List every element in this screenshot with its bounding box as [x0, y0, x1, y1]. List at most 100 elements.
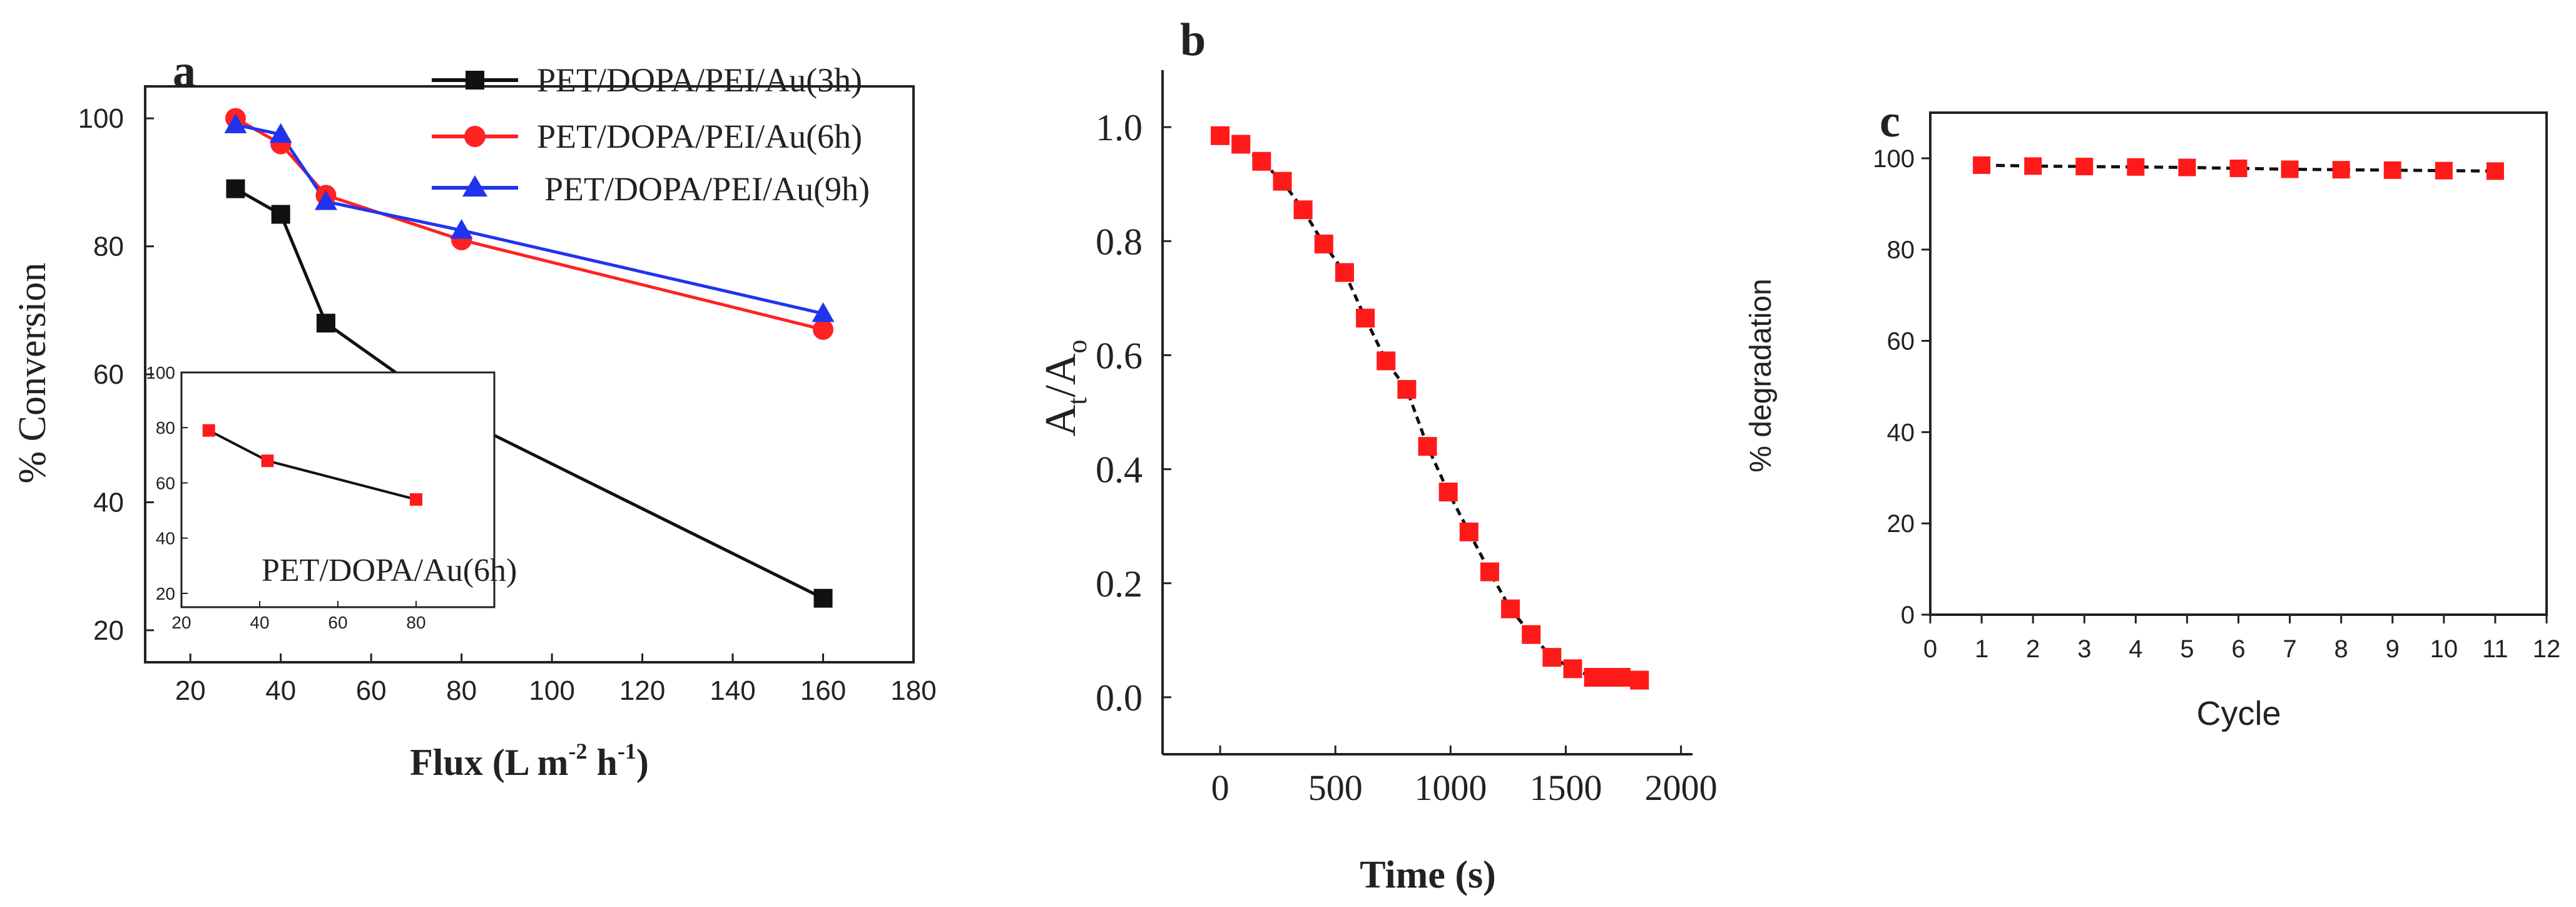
- panel-b-point-14: [1501, 599, 1520, 618]
- panel-c-x-tick-label: 8: [2334, 635, 2348, 663]
- panel-a-point-s2-2: [314, 190, 337, 210]
- panel-c-y-tick-label: 40: [1887, 419, 1915, 446]
- panel-c-point-5: [2229, 159, 2248, 177]
- inset-y-tick-label: 80: [156, 418, 175, 438]
- legend-label-9h: PET/DOPA/PEI/Au(9h): [544, 170, 870, 208]
- panel-a-point-s2-0: [224, 113, 247, 133]
- panel-c-x-tick-label: 12: [2533, 635, 2561, 663]
- inset-axes-frame: [180, 371, 496, 608]
- inset-y-tick-label: 20: [156, 584, 175, 603]
- panel-b-point-8: [1377, 351, 1396, 371]
- panel-c-x-tick-label: 6: [2231, 635, 2245, 663]
- panel-c-point-8: [2383, 161, 2401, 179]
- panel-a-x-label-mid: h: [588, 742, 618, 783]
- panel-b-y-ticks: 0.0 0.2 0.4 0.6 0.8 1.0: [1096, 107, 1171, 719]
- panel-b-y-label-sub-o: o: [1062, 340, 1092, 354]
- panel-a-y-tick-label: 60: [93, 359, 124, 390]
- panel-c-y-tick-label: 0: [1901, 602, 1915, 629]
- panel-a-x-label-sup1: -2: [569, 739, 588, 764]
- panel-c-x-ticks: 0 1 2 3 4 5 6 7 8 9 10 11 12: [1923, 615, 2560, 663]
- panel-c-x-tick-label: 5: [2180, 635, 2194, 663]
- panel-b-series-lines: [1219, 134, 1640, 682]
- panel-c-point-0: [1973, 156, 1991, 174]
- panel-a-x-tick-label: 160: [800, 675, 846, 706]
- inset-y-tick-label: 100: [146, 363, 175, 382]
- panel-c-y-tick-label: 100: [1873, 145, 1915, 173]
- panel-b-y-label-slash: /A: [1037, 353, 1085, 397]
- panel-b-point-7: [1356, 309, 1375, 328]
- panel-b-point-11: [1438, 483, 1458, 502]
- panel-c-point-10: [2486, 162, 2504, 180]
- inset-y-tick-label: 40: [156, 529, 175, 548]
- inset-point-2: [410, 493, 422, 506]
- panel-a-inset: 20 40 60 80 20 40 60 80 100 PET/DOPA/Au(6h): [146, 363, 517, 632]
- legend-marker-6h: [464, 126, 486, 147]
- panel-a-x-ticks: 20 40 60 80 100 120 140 160 180: [175, 653, 937, 706]
- panel-a: a 20 40 60 80 100 120 140 160 180 20 40 60 80 100 % …: [11, 46, 937, 783]
- legend-label-6h: PET/DOPA/PEI/Au(6h): [537, 118, 862, 155]
- panel-b-point-12: [1459, 522, 1479, 541]
- inset-x-ticks: 20 40 60 80: [171, 601, 426, 632]
- panel-a-x-tick-label: 140: [710, 675, 755, 706]
- panel-a-point-s0-2: [316, 314, 335, 333]
- panel-b-point-2: [1252, 151, 1271, 171]
- panel-c-y-tick-label: 60: [1887, 328, 1915, 356]
- panel-b-y-tick-label: 0.2: [1096, 563, 1143, 605]
- inset-y-tick-label: 60: [156, 473, 175, 493]
- inset-y-ticks: 20 40 60 80 100: [146, 363, 188, 603]
- legend-item-6h: PET/DOPA/PEI/Au(6h): [432, 118, 862, 155]
- legend-item-3h: PET/DOPA/PEI/Au(3h): [432, 61, 862, 99]
- panel-a-point-s0-1: [271, 205, 290, 224]
- panel-b-x-axis-label: Time (s): [1360, 854, 1496, 896]
- panel-a-point-s0-0: [226, 179, 245, 198]
- inset-point-1: [261, 454, 274, 468]
- inset-label: PET/DOPA/Au(6h): [262, 553, 517, 588]
- panel-c-x-tick-label: 3: [2077, 635, 2091, 663]
- panel-c-x-tick-label: 1: [1975, 635, 1988, 663]
- panel-a-x-label-end: ): [636, 742, 649, 783]
- panel-b-point-1: [1231, 135, 1251, 154]
- panel-b-point-3: [1273, 172, 1292, 191]
- panel-c-point-1: [2024, 157, 2042, 175]
- panel-b-y-tick-label: 0.0: [1096, 677, 1143, 719]
- legend-label-3h: PET/DOPA/PEI/Au(3h): [537, 61, 862, 99]
- panel-b-y-tick-label: 0.4: [1096, 449, 1143, 491]
- panel-b-point-9: [1397, 380, 1417, 399]
- panel-b-x-ticks: 0 500 1000 1500 2000: [1211, 746, 1718, 808]
- panel-a-x-tick-label: 120: [619, 675, 665, 706]
- panel-a-point-s2-3: [450, 219, 473, 239]
- inset-point-0: [202, 424, 215, 437]
- panel-c-x-axis-label: Cycle: [2196, 695, 2281, 732]
- panel-b-y-label-sub-t: t: [1062, 397, 1092, 405]
- panel-a-x-tick-label: 40: [265, 675, 296, 706]
- panel-b-point-4: [1293, 200, 1313, 220]
- panel-c-y-ticks: 0 20 40 60 80 100: [1873, 145, 1930, 629]
- panel-c-point-9: [2435, 161, 2453, 180]
- panel-a-legend: PET/DOPA/PEI/Au(3h) PET/DOPA/PEI/Au(6h) …: [432, 61, 870, 208]
- panel-c-x-tick-label: 4: [2129, 635, 2142, 663]
- panel-b-point-17: [1563, 659, 1582, 679]
- panel-c-point-4: [2178, 158, 2196, 177]
- panel-b-y-tick-label: 1.0: [1096, 107, 1143, 148]
- panel-a-y-tick-label: 80: [93, 232, 124, 262]
- panel-c-x-tick-label: 0: [1923, 635, 1937, 663]
- inset-x-tick-label: 60: [328, 613, 347, 632]
- panel-a-x-tick-label: 80: [446, 675, 477, 706]
- panel-a-y-axis-label: % Conversion: [11, 262, 54, 483]
- panel-b-point-20: [1611, 668, 1631, 687]
- panel-b-y-axis-label: At/Ao: [1037, 340, 1092, 437]
- panel-a-x-tick-label: 100: [529, 675, 574, 706]
- panel-c-x-tick-label: 9: [2386, 635, 2400, 663]
- panel-b-x-tick-label: 2000: [1645, 767, 1718, 808]
- legend-item-9h: PET/DOPA/PEI/Au(9h): [432, 170, 870, 208]
- inset-x-tick-label: 80: [406, 613, 425, 632]
- panel-c-axes-frame: [1929, 111, 2548, 616]
- panel-b-point-6: [1335, 263, 1354, 282]
- panel-a-x-label-sup2: -1: [618, 739, 636, 764]
- panel-b-point-21: [1630, 670, 1649, 690]
- panel-a-point-s1-4: [813, 319, 834, 340]
- panel-c-point-6: [2281, 160, 2299, 178]
- panel-c-x-tick-label: 7: [2283, 635, 2296, 663]
